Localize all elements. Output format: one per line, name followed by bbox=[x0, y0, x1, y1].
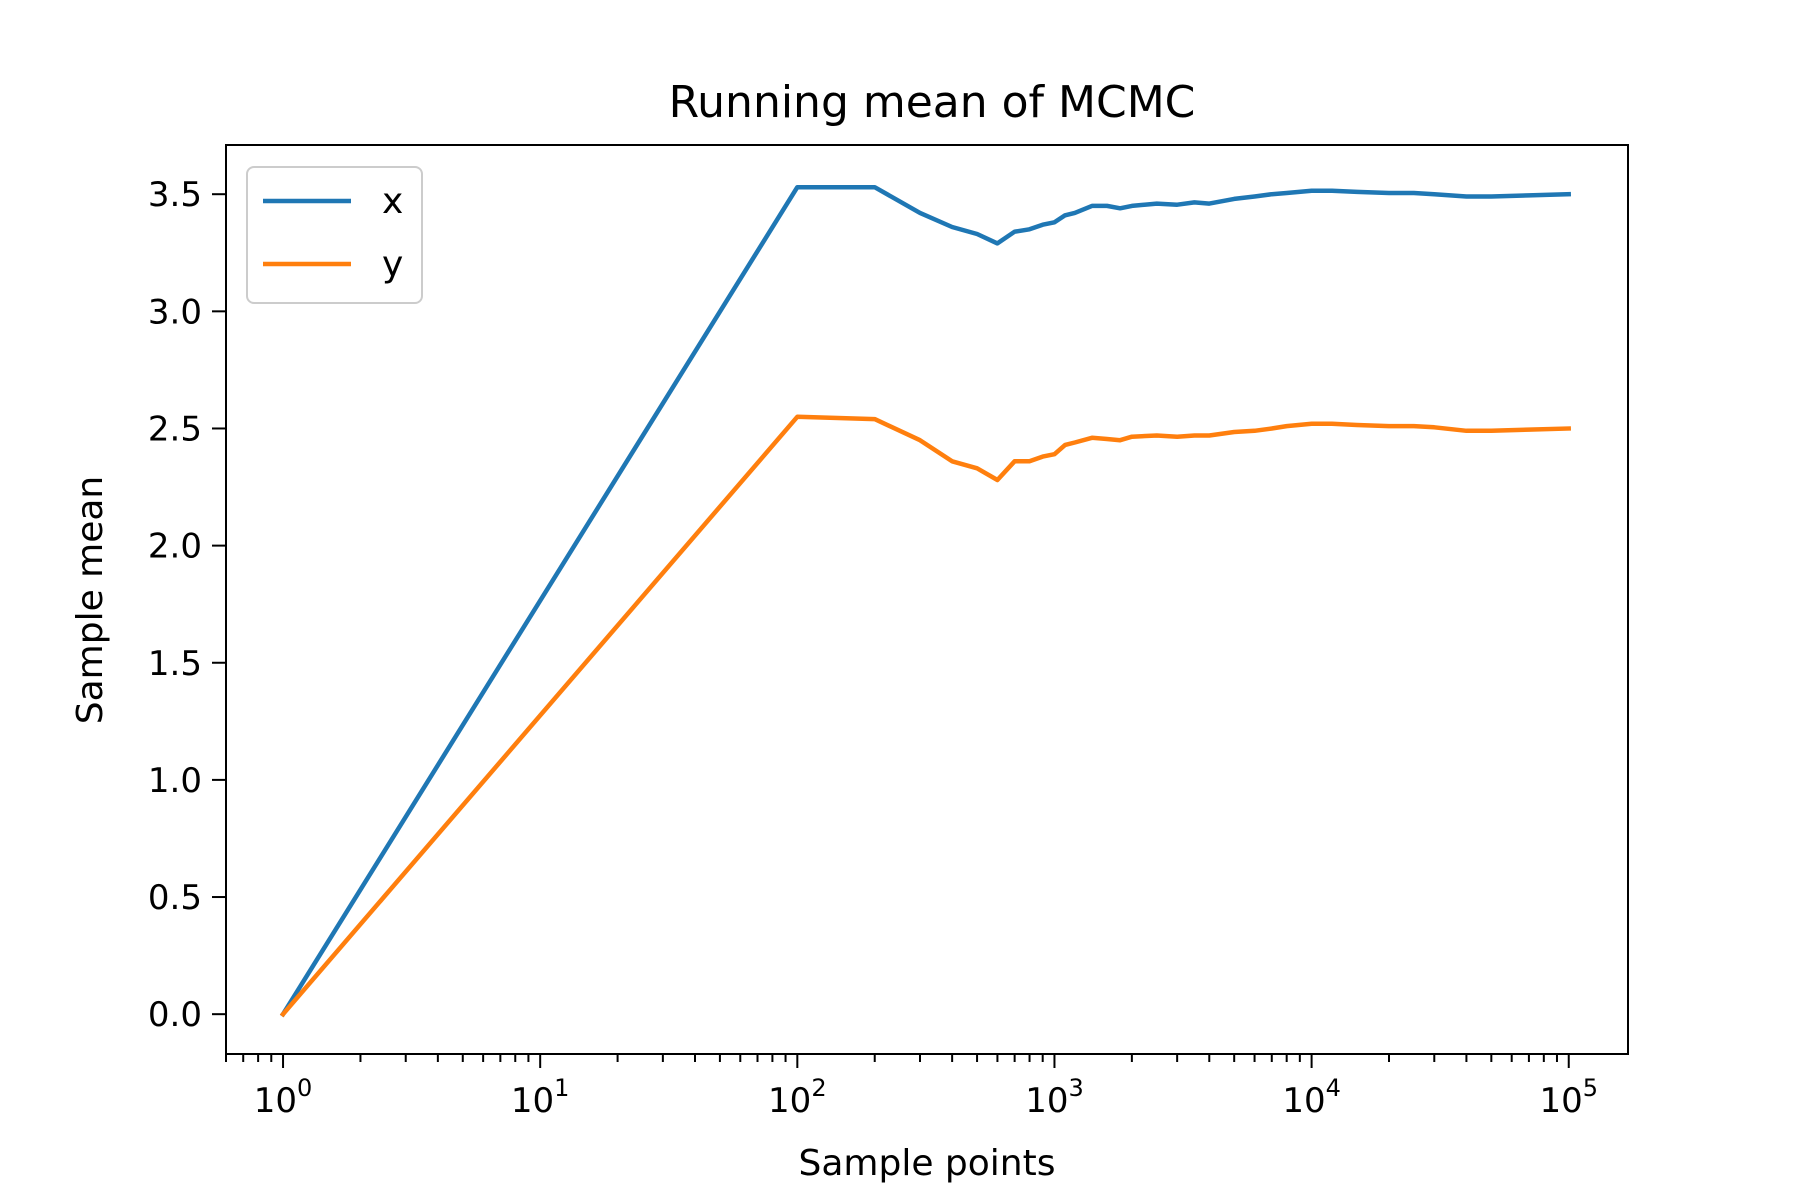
y-tick-label: 1.0 bbox=[148, 761, 202, 801]
legend-label-x: x bbox=[382, 181, 403, 222]
y-tick-label: 3.5 bbox=[148, 175, 202, 215]
series-line-x bbox=[279, 184, 1572, 1018]
x-tick-label: 104 bbox=[1282, 1074, 1341, 1121]
legend: xy bbox=[246, 166, 423, 304]
x-tick-label: 103 bbox=[1025, 1074, 1084, 1121]
y-tick-label: 1.5 bbox=[148, 644, 202, 684]
legend-label-y: y bbox=[382, 244, 403, 285]
axes-frame bbox=[225, 144, 1629, 1055]
y-tick-label: 2.0 bbox=[148, 527, 202, 567]
series-line-y bbox=[279, 414, 1572, 1018]
y-tick-label: 2.5 bbox=[148, 409, 202, 449]
x-axis-label: Sample points bbox=[799, 1143, 1056, 1184]
y-tick-label: 0.5 bbox=[148, 878, 202, 918]
y-axis-label: Sample mean bbox=[70, 476, 111, 725]
plot-area bbox=[279, 184, 1572, 1018]
y-tick-label: 3.0 bbox=[148, 292, 202, 332]
chart-title: Running mean of MCMC bbox=[669, 77, 1196, 128]
x-tick-label: 102 bbox=[768, 1074, 827, 1121]
x-axis: 100 101 102 103 104 105 bbox=[225, 1054, 1598, 1121]
y-axis: 0.0 0.5 1.0 1.5 2.0 2.5 3.0 3.5 bbox=[148, 175, 226, 1035]
x-tick-label: 105 bbox=[1539, 1074, 1598, 1121]
x-tick-label: 100 bbox=[254, 1074, 313, 1121]
x-tick-label: 101 bbox=[511, 1074, 570, 1121]
y-tick-label: 0.0 bbox=[148, 995, 202, 1035]
